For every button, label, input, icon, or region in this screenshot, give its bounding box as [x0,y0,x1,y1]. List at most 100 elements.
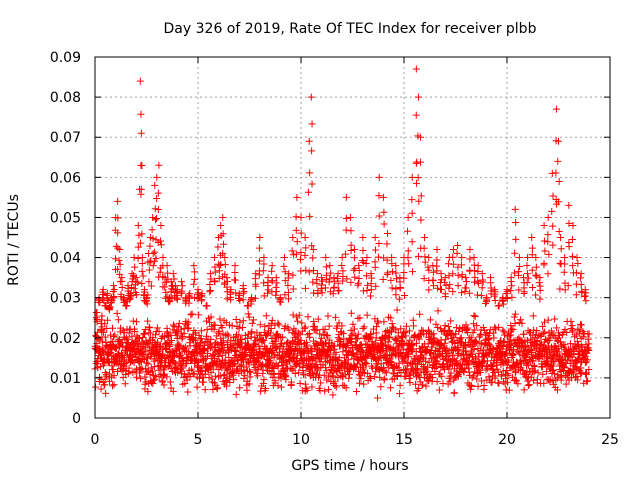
data-point-band [109,333,117,341]
data-point [343,275,351,283]
data-point [471,278,479,286]
data-point-band [539,322,547,330]
data-point [409,268,417,276]
data-point-band [279,333,287,341]
data-point-band [222,378,230,386]
data-point-band [313,326,321,334]
data-point-band [236,384,244,392]
data-point-band [277,383,285,391]
data-point-band [243,386,251,394]
data-point [309,266,317,274]
data-point-band [577,342,585,350]
data-point-band [359,325,367,333]
data-point-band [92,383,100,391]
x-tick-label: 20 [498,432,516,448]
data-point [458,254,466,262]
data-point-band [216,315,224,323]
data-point-band [412,380,420,388]
data-point [198,296,206,304]
data-point-band [225,373,233,381]
data-point [433,246,441,254]
data-point-band [177,351,185,359]
data-point-band [159,378,167,386]
data-point [555,198,563,206]
data-point-band [274,362,282,370]
data-point [96,298,104,306]
data-point [297,255,305,263]
data-point [461,288,469,296]
data-point-band [560,364,568,372]
data-point-band [584,335,592,343]
data-point-band [220,372,228,380]
data-point [454,282,462,290]
data-point [379,275,387,283]
data-point [272,274,280,282]
data-point-band [473,375,481,383]
data-point [107,299,115,307]
data-point [528,251,536,259]
data-point-band [128,339,136,347]
data-point-band [240,352,248,360]
data-point-band [169,387,177,395]
data-point [503,295,511,303]
data-point-band [549,353,557,361]
data-point [515,286,523,294]
data-point [581,292,589,300]
data-point-band [554,371,562,379]
data-point [147,282,155,290]
data-point-band [140,330,148,338]
data-point [219,230,227,238]
data-point [454,271,462,279]
data-point [359,258,367,266]
data-point-band [354,330,362,338]
data-point [105,304,113,312]
data-point [351,246,359,254]
data-point-band [105,377,113,385]
data-point-band [132,365,140,373]
data-point-band [143,359,151,367]
data-point-band [262,332,270,340]
data-point-band [102,389,110,397]
data-point-band [576,320,584,328]
data-point-band [568,353,576,361]
data-point [215,274,223,282]
data-point [528,284,536,292]
data-point [338,254,346,262]
data-point [466,246,474,254]
data-point-band [377,383,385,391]
data-point-band [278,339,286,347]
data-point [574,259,582,267]
data-point-band [471,313,479,321]
data-point-band [401,328,409,336]
data-point-band [132,318,140,326]
data-point [143,300,151,308]
data-point-band [376,373,384,381]
data-point-band [548,327,556,335]
data-point-band [223,330,231,338]
data-point [554,157,562,165]
data-point [540,261,548,269]
data-point [272,291,280,299]
data-point [292,250,300,258]
data-point-band [473,322,481,330]
data-point [581,286,589,294]
data-point-band [236,318,244,326]
data-point [260,279,268,287]
data-point [462,278,470,286]
data-point-band [329,372,337,380]
data-point-band [252,336,260,344]
data-point-band [402,332,410,340]
data-point-band [569,326,577,334]
data-point-band [347,309,355,317]
data-point [384,229,392,237]
data-point-band [201,386,209,394]
data-point [97,326,105,334]
data-point-band [140,348,148,356]
data-point [523,270,531,278]
data-point-band [524,377,532,385]
data-point [512,235,520,243]
data-point-band [336,336,344,344]
data-point [157,221,165,229]
data-point-band [374,319,382,327]
data-point-band [555,332,563,340]
